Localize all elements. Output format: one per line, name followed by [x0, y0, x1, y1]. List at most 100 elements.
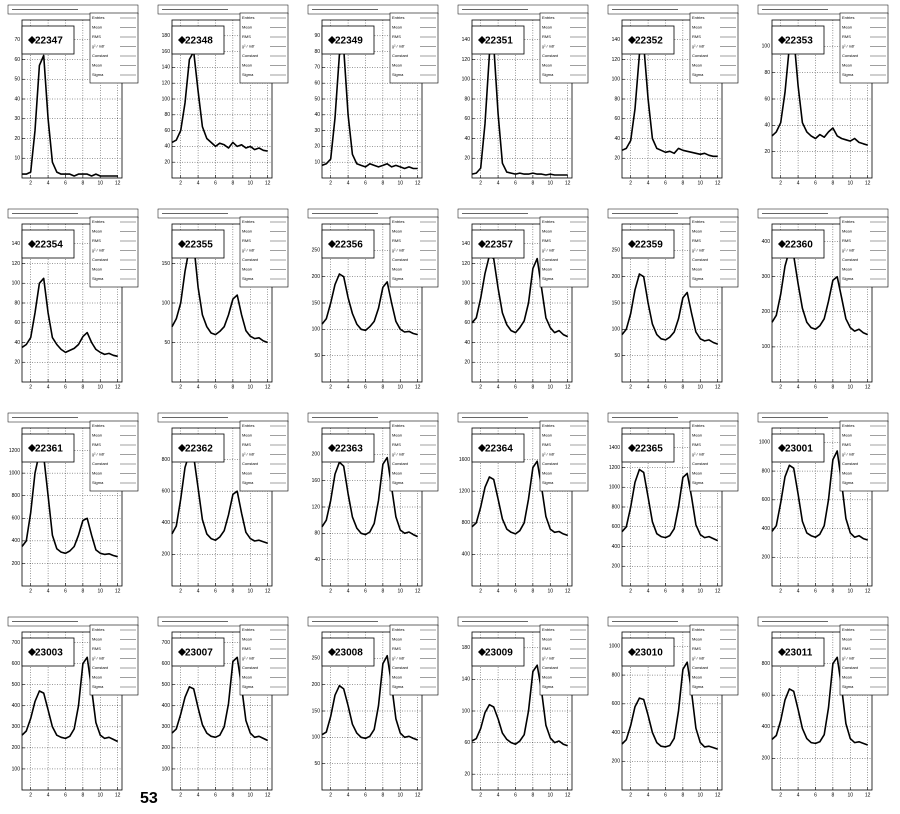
run-label: 22355	[185, 240, 213, 251]
y-tick-label: 100	[312, 735, 321, 741]
stat-name: RMS	[92, 646, 101, 651]
x-tick-label: 12	[715, 180, 721, 186]
histogram-panel: 200 400 600 800 1000 1200 2 4 6 8 10 12 22361 Entries…	[7, 412, 139, 594]
stat-name: Mean	[692, 229, 702, 234]
y-tick-label: 800	[612, 504, 621, 510]
stat-name: Constant	[842, 53, 859, 58]
stat-name: RMS	[392, 238, 401, 243]
stat-name: Mean	[692, 471, 702, 476]
stat-name: Sigma	[542, 480, 554, 485]
stat-name: χ² / ndf	[542, 44, 555, 49]
x-tick-label: 8	[81, 384, 84, 390]
x-tick-label: 4	[497, 180, 500, 186]
y-tick-label: 40	[14, 96, 20, 102]
x-tick-label: 6	[514, 792, 517, 798]
y-tick-label: 120	[312, 504, 321, 510]
y-tick-label: 1600	[459, 457, 470, 463]
stat-name: Entries	[392, 219, 404, 224]
histogram-line	[471, 460, 568, 537]
x-tick-label: 8	[681, 792, 684, 798]
histogram-line	[21, 656, 119, 743]
run-marker	[628, 36, 636, 44]
x-tick-label: 10	[247, 588, 253, 594]
stat-name: RMS	[692, 646, 701, 651]
stat-name: Sigma	[242, 276, 254, 281]
stat-name: Entries	[92, 219, 104, 224]
x-tick-label: 6	[664, 792, 667, 798]
y-tick-label: 100	[612, 327, 621, 333]
stat-name: RMS	[842, 238, 851, 243]
y-tick-label: 120	[462, 57, 471, 63]
x-tick-label: 2	[629, 384, 632, 390]
y-tick-label: 160	[162, 49, 171, 55]
histogram-line	[171, 50, 268, 152]
x-tick-label: 10	[697, 792, 703, 798]
y-tick-label: 120	[162, 81, 171, 87]
stat-name: Mean	[692, 63, 702, 68]
x-tick-label: 2	[179, 180, 182, 186]
x-tick-label: 8	[81, 180, 84, 186]
x-tick-label: 10	[397, 588, 403, 594]
run-marker	[778, 240, 786, 248]
x-tick-label: 2	[29, 384, 32, 390]
y-tick-label: 300	[162, 724, 171, 730]
histogram-panel: 20 40 60 80 100 2 4 6 8 10 12 22353 Entries Mean RMS χ²…	[757, 4, 889, 186]
stat-name: χ² / ndf	[542, 656, 555, 661]
y-tick-label: 1000	[759, 440, 770, 446]
x-tick-label: 12	[115, 384, 121, 390]
stat-name: Sigma	[92, 684, 104, 689]
x-tick-label: 6	[64, 384, 67, 390]
stat-name: Entries	[392, 423, 404, 428]
x-tick-label: 12	[565, 384, 571, 390]
histogram-panel: 50 100 150 200 250 2 4 6 8 10 12 22359 Entries Mean RM…	[607, 208, 739, 390]
x-tick-label: 10	[547, 180, 553, 186]
stat-name: Constant	[392, 461, 409, 466]
stat-name: χ² / ndf	[542, 248, 555, 253]
x-tick-label: 10	[547, 792, 553, 798]
y-tick-label: 120	[612, 57, 621, 63]
x-tick-label: 2	[29, 180, 32, 186]
stat-name: Entries	[842, 15, 854, 20]
y-tick-label: 400	[762, 724, 771, 730]
stat-name: Mean	[542, 675, 552, 680]
stat-name: Mean	[542, 471, 552, 476]
run-marker	[328, 240, 336, 248]
stat-name: RMS	[392, 34, 401, 39]
x-tick-label: 2	[779, 588, 782, 594]
y-tick-label: 20	[464, 156, 470, 162]
histogram-line	[621, 43, 718, 158]
y-tick-label: 50	[164, 340, 170, 346]
histogram-panel: 200 400 600 800 1000 1200 1400 2 4 6 8 10 12 22365 Ent…	[607, 412, 739, 594]
y-tick-label: 600	[612, 701, 621, 707]
x-tick-label: 4	[347, 588, 350, 594]
stat-name: RMS	[92, 442, 101, 447]
stats-box	[239, 624, 289, 696]
y-tick-label: 800	[612, 672, 621, 678]
run-label: 22362	[185, 444, 213, 455]
stat-name: Mean	[842, 25, 852, 30]
stat-name: Constant	[392, 665, 409, 670]
y-tick-label: 40	[764, 123, 770, 129]
y-tick-label: 150	[312, 708, 321, 714]
x-tick-label: 8	[831, 588, 834, 594]
y-tick-label: 40	[614, 136, 620, 142]
run-marker	[478, 36, 486, 44]
y-tick-label: 1200	[9, 448, 20, 454]
x-tick-label: 4	[797, 384, 800, 390]
stat-name: RMS	[92, 34, 101, 39]
histogram-panel: 200 400 600 800 2 4 6 8 10 12 22362 Entries Mean RMS χ…	[157, 412, 289, 594]
histogram-line	[321, 456, 419, 538]
x-tick-label: 6	[214, 180, 217, 186]
y-tick-label: 80	[764, 70, 770, 76]
y-tick-label: 20	[464, 360, 470, 366]
stat-name: Constant	[242, 461, 259, 466]
y-tick-label: 1000	[609, 485, 620, 491]
run-marker	[628, 648, 636, 656]
y-tick-label: 500	[12, 682, 21, 688]
stat-name: Entries	[692, 219, 704, 224]
y-tick-label: 60	[464, 116, 470, 122]
x-tick-label: 8	[231, 384, 234, 390]
stat-name: χ² / ndf	[842, 656, 855, 661]
x-tick-label: 2	[329, 588, 332, 594]
stat-name: Sigma	[242, 480, 254, 485]
